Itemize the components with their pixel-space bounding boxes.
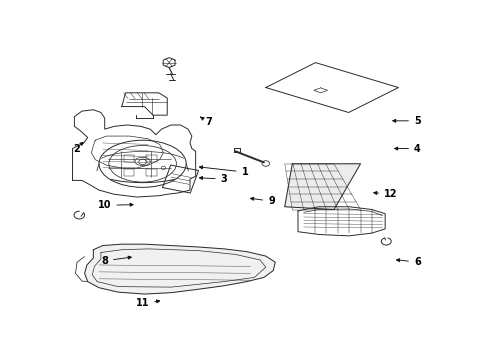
Text: 1: 1	[199, 166, 248, 177]
Text: 9: 9	[250, 196, 274, 206]
Text: 4: 4	[394, 144, 420, 153]
Text: 6: 6	[396, 257, 420, 267]
Bar	[123, 156, 134, 162]
Text: 8: 8	[101, 256, 131, 266]
Text: 12: 12	[373, 189, 397, 199]
Text: 11: 11	[136, 298, 160, 308]
Text: 7: 7	[200, 117, 212, 127]
Polygon shape	[284, 164, 360, 210]
Text: 2: 2	[73, 142, 83, 153]
Text: 3: 3	[199, 174, 227, 184]
Bar	[146, 169, 157, 176]
Bar	[123, 169, 134, 176]
Text: 10: 10	[98, 201, 133, 210]
Bar	[146, 156, 157, 162]
Text: 5: 5	[392, 116, 420, 126]
Polygon shape	[84, 244, 275, 294]
